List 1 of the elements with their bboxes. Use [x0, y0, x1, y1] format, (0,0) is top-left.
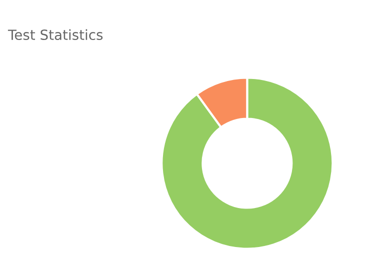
chart-title: Test Statistics — [8, 29, 103, 40]
